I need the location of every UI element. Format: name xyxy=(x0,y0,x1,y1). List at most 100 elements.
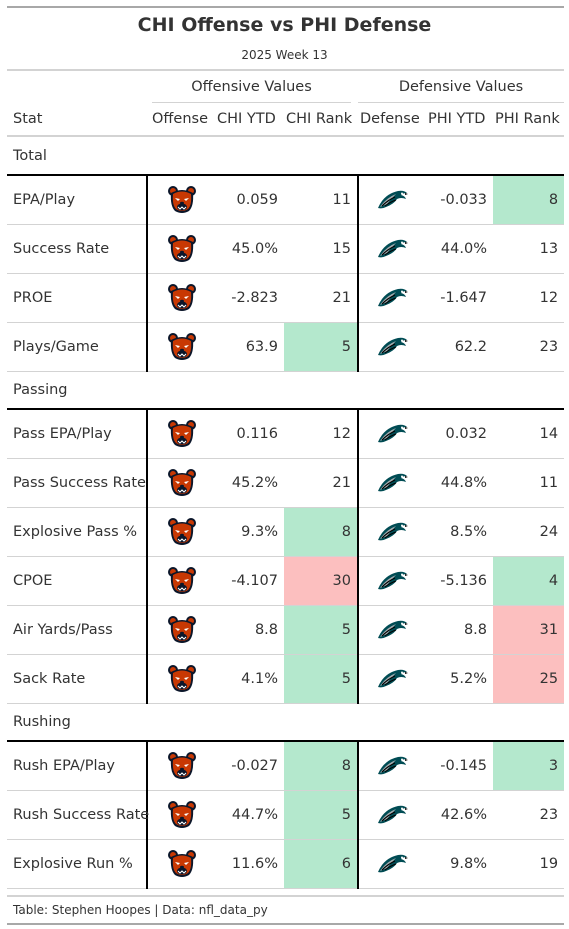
offense-logo-cell xyxy=(146,556,216,606)
offense-spanner-line xyxy=(152,102,351,103)
offense-logo-cell xyxy=(146,839,216,889)
stat-label: Rush EPA/Play xyxy=(7,741,147,791)
stat-label: Air Yards/Pass xyxy=(7,605,147,655)
stat-label: Plays/Game xyxy=(7,322,147,372)
group-label: Total xyxy=(7,138,565,176)
phi-ytd-value: -1.647 xyxy=(424,273,493,323)
chi-ytd-value: 0.059 xyxy=(216,175,284,225)
eagles-logo-icon xyxy=(377,337,408,356)
defense-logo-cell xyxy=(357,175,424,225)
phi-ytd-value: 62.2 xyxy=(424,322,493,372)
group-header-row: Passing xyxy=(7,371,565,410)
column-header-defense: Defense xyxy=(360,111,420,127)
chi-rank-value: 12 xyxy=(284,409,358,459)
bears-logo-icon xyxy=(168,333,196,360)
offense-logo-cell xyxy=(146,605,216,655)
column-header-chi-ytd: CHI YTD xyxy=(217,111,276,127)
table-row: Success Rate 45.0% 15 44.0% 13 xyxy=(7,224,565,274)
defense-logo-cell xyxy=(357,507,424,557)
phi-rank-value: 8 xyxy=(493,175,565,225)
offense-logo-cell xyxy=(146,654,216,704)
chi-rank-value: 8 xyxy=(284,741,358,791)
chi-rank-value: 5 xyxy=(284,790,358,840)
phi-ytd-value: 9.8% xyxy=(424,839,493,889)
chi-ytd-value: -4.107 xyxy=(216,556,284,606)
bears-logo-icon xyxy=(168,284,196,311)
offense-logo-cell xyxy=(146,273,216,323)
bears-logo-icon xyxy=(168,420,196,447)
eagles-logo-icon xyxy=(377,571,408,590)
table-row: Explosive Run % 11.6% 6 9.8% 19 xyxy=(7,839,565,889)
phi-rank-value: 25 xyxy=(493,654,565,704)
table-row: Air Yards/Pass 8.8 5 8.8 31 xyxy=(7,605,565,655)
chi-ytd-value: 44.7% xyxy=(216,790,284,840)
header-top-rule xyxy=(7,69,564,71)
table-title: CHI Offense vs PHI Defense xyxy=(137,14,432,36)
stat-label: PROE xyxy=(7,273,147,323)
chi-ytd-value: 9.3% xyxy=(216,507,284,557)
table-row: CPOE -4.107 30 -5.136 4 xyxy=(7,556,565,606)
table-row: Pass Success Rate 45.2% 21 44.8% 11 xyxy=(7,458,565,508)
defense-logo-cell xyxy=(357,741,424,791)
table-row: Explosive Pass % 9.3% 8 8.5% 24 xyxy=(7,507,565,557)
bears-logo-icon xyxy=(168,665,196,692)
group-label: Passing xyxy=(7,371,565,410)
offense-spanner-label: Offensive Values xyxy=(191,79,312,95)
top-rule xyxy=(7,6,564,8)
eagles-logo-icon xyxy=(377,805,408,824)
phi-rank-value: 24 xyxy=(493,507,565,557)
defense-spanner-line xyxy=(358,102,564,103)
stat-label: CPOE xyxy=(7,556,147,606)
phi-ytd-value: 5.2% xyxy=(424,654,493,704)
eagles-logo-icon xyxy=(377,190,408,209)
group-header-row: Rushing xyxy=(7,703,565,742)
defense-logo-cell xyxy=(357,322,424,372)
footer-top-rule xyxy=(7,895,564,897)
bears-logo-icon xyxy=(168,801,196,828)
offense-logo-cell xyxy=(146,409,216,459)
column-header-stat: Stat xyxy=(13,111,43,127)
defense-spanner-label: Defensive Values xyxy=(398,79,524,95)
phi-rank-value: 12 xyxy=(493,273,565,323)
phi-ytd-value: 44.8% xyxy=(424,458,493,508)
chi-rank-value: 8 xyxy=(284,507,358,557)
chi-ytd-value: 45.2% xyxy=(216,458,284,508)
group-label: Rushing xyxy=(7,703,565,742)
bears-logo-icon xyxy=(168,850,196,877)
chi-ytd-value: 0.116 xyxy=(216,409,284,459)
stat-label: Pass Success Rate xyxy=(7,458,147,508)
phi-rank-value: 13 xyxy=(493,224,565,274)
table-row: EPA/Play 0.059 11 -0.033 8 xyxy=(7,175,565,225)
phi-rank-value: 11 xyxy=(493,458,565,508)
defense-logo-cell xyxy=(357,654,424,704)
phi-ytd-value: 0.032 xyxy=(424,409,493,459)
chi-ytd-value: -2.823 xyxy=(216,273,284,323)
offense-logo-cell xyxy=(146,224,216,274)
phi-ytd-value: -0.145 xyxy=(424,741,493,791)
bears-logo-icon xyxy=(168,186,196,213)
bears-logo-icon xyxy=(168,567,196,594)
phi-rank-value: 19 xyxy=(493,839,565,889)
table-row: Rush EPA/Play -0.027 8 -0.145 3 xyxy=(7,741,565,791)
chi-ytd-value: 4.1% xyxy=(216,654,284,704)
stat-label: Explosive Run % xyxy=(7,839,147,889)
chi-rank-value: 5 xyxy=(284,654,358,704)
eagles-logo-icon xyxy=(377,756,408,775)
defense-logo-cell xyxy=(357,458,424,508)
offense-logo-cell xyxy=(146,458,216,508)
phi-rank-value: 3 xyxy=(493,741,565,791)
eagles-logo-icon xyxy=(377,473,408,492)
stats-table-body: Total EPA/Play 0.059 11 -0.033 8 Success Rat… xyxy=(7,138,565,889)
column-header-offense: Offense xyxy=(152,111,208,127)
phi-rank-value: 23 xyxy=(493,322,565,372)
offense-logo-cell xyxy=(146,741,216,791)
eagles-logo-icon xyxy=(377,424,408,443)
bears-logo-icon xyxy=(168,752,196,779)
offense-logo-cell xyxy=(146,507,216,557)
chi-ytd-value: 45.0% xyxy=(216,224,284,274)
chi-rank-value: 21 xyxy=(284,273,358,323)
stat-label: Sack Rate xyxy=(7,654,147,704)
stat-label: Success Rate xyxy=(7,224,147,274)
offense-logo-cell xyxy=(146,322,216,372)
